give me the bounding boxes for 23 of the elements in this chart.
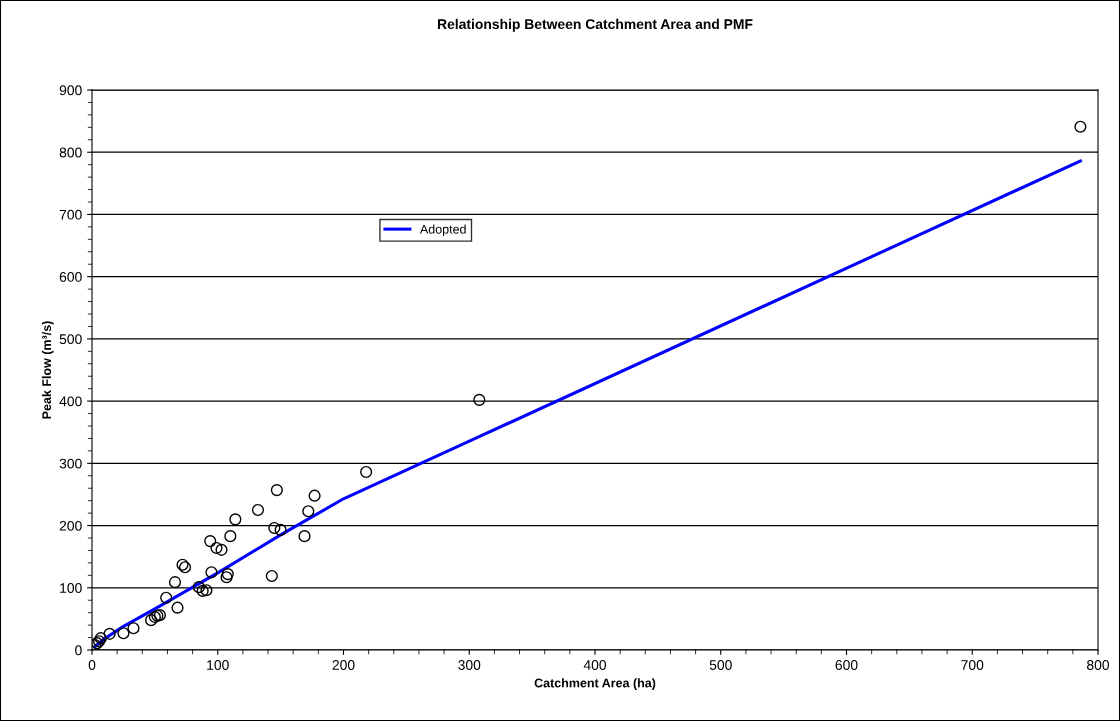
x-tick-label: 600 [835, 660, 858, 670]
x-tick-label: 200 [332, 660, 355, 670]
x-tick-label: 0 [88, 660, 96, 670]
x-axis-title: Catchment Area (ha) [534, 678, 656, 690]
y-tick-label: 800 [59, 147, 82, 158]
y-tick-label: 0 [75, 645, 82, 656]
y-tick-label: 500 [59, 334, 82, 345]
x-tick-label: 700 [961, 660, 984, 670]
y-tick-label: 200 [59, 520, 82, 531]
x-tick-label: 300 [458, 660, 481, 670]
legend-label: Adopted [419, 224, 466, 237]
x-tick-label: 800 [1087, 660, 1110, 670]
y-tick-label: 700 [59, 209, 82, 220]
x-tick-label: 100 [207, 660, 229, 670]
x-tick-label: 500 [709, 660, 732, 670]
y-tick-label: 400 [59, 396, 82, 407]
y-tick-label: 600 [59, 272, 82, 282]
x-tick-label: 400 [583, 660, 607, 670]
y-axis-title: Peak Flow (m³/s) [41, 321, 54, 419]
y-tick-label: 100 [60, 583, 82, 593]
chart-title: Relationship Between Catchment Area and PMF [437, 18, 753, 32]
y-tick-label: 300 [59, 458, 82, 469]
y-tick-label: 900 [59, 85, 82, 96]
